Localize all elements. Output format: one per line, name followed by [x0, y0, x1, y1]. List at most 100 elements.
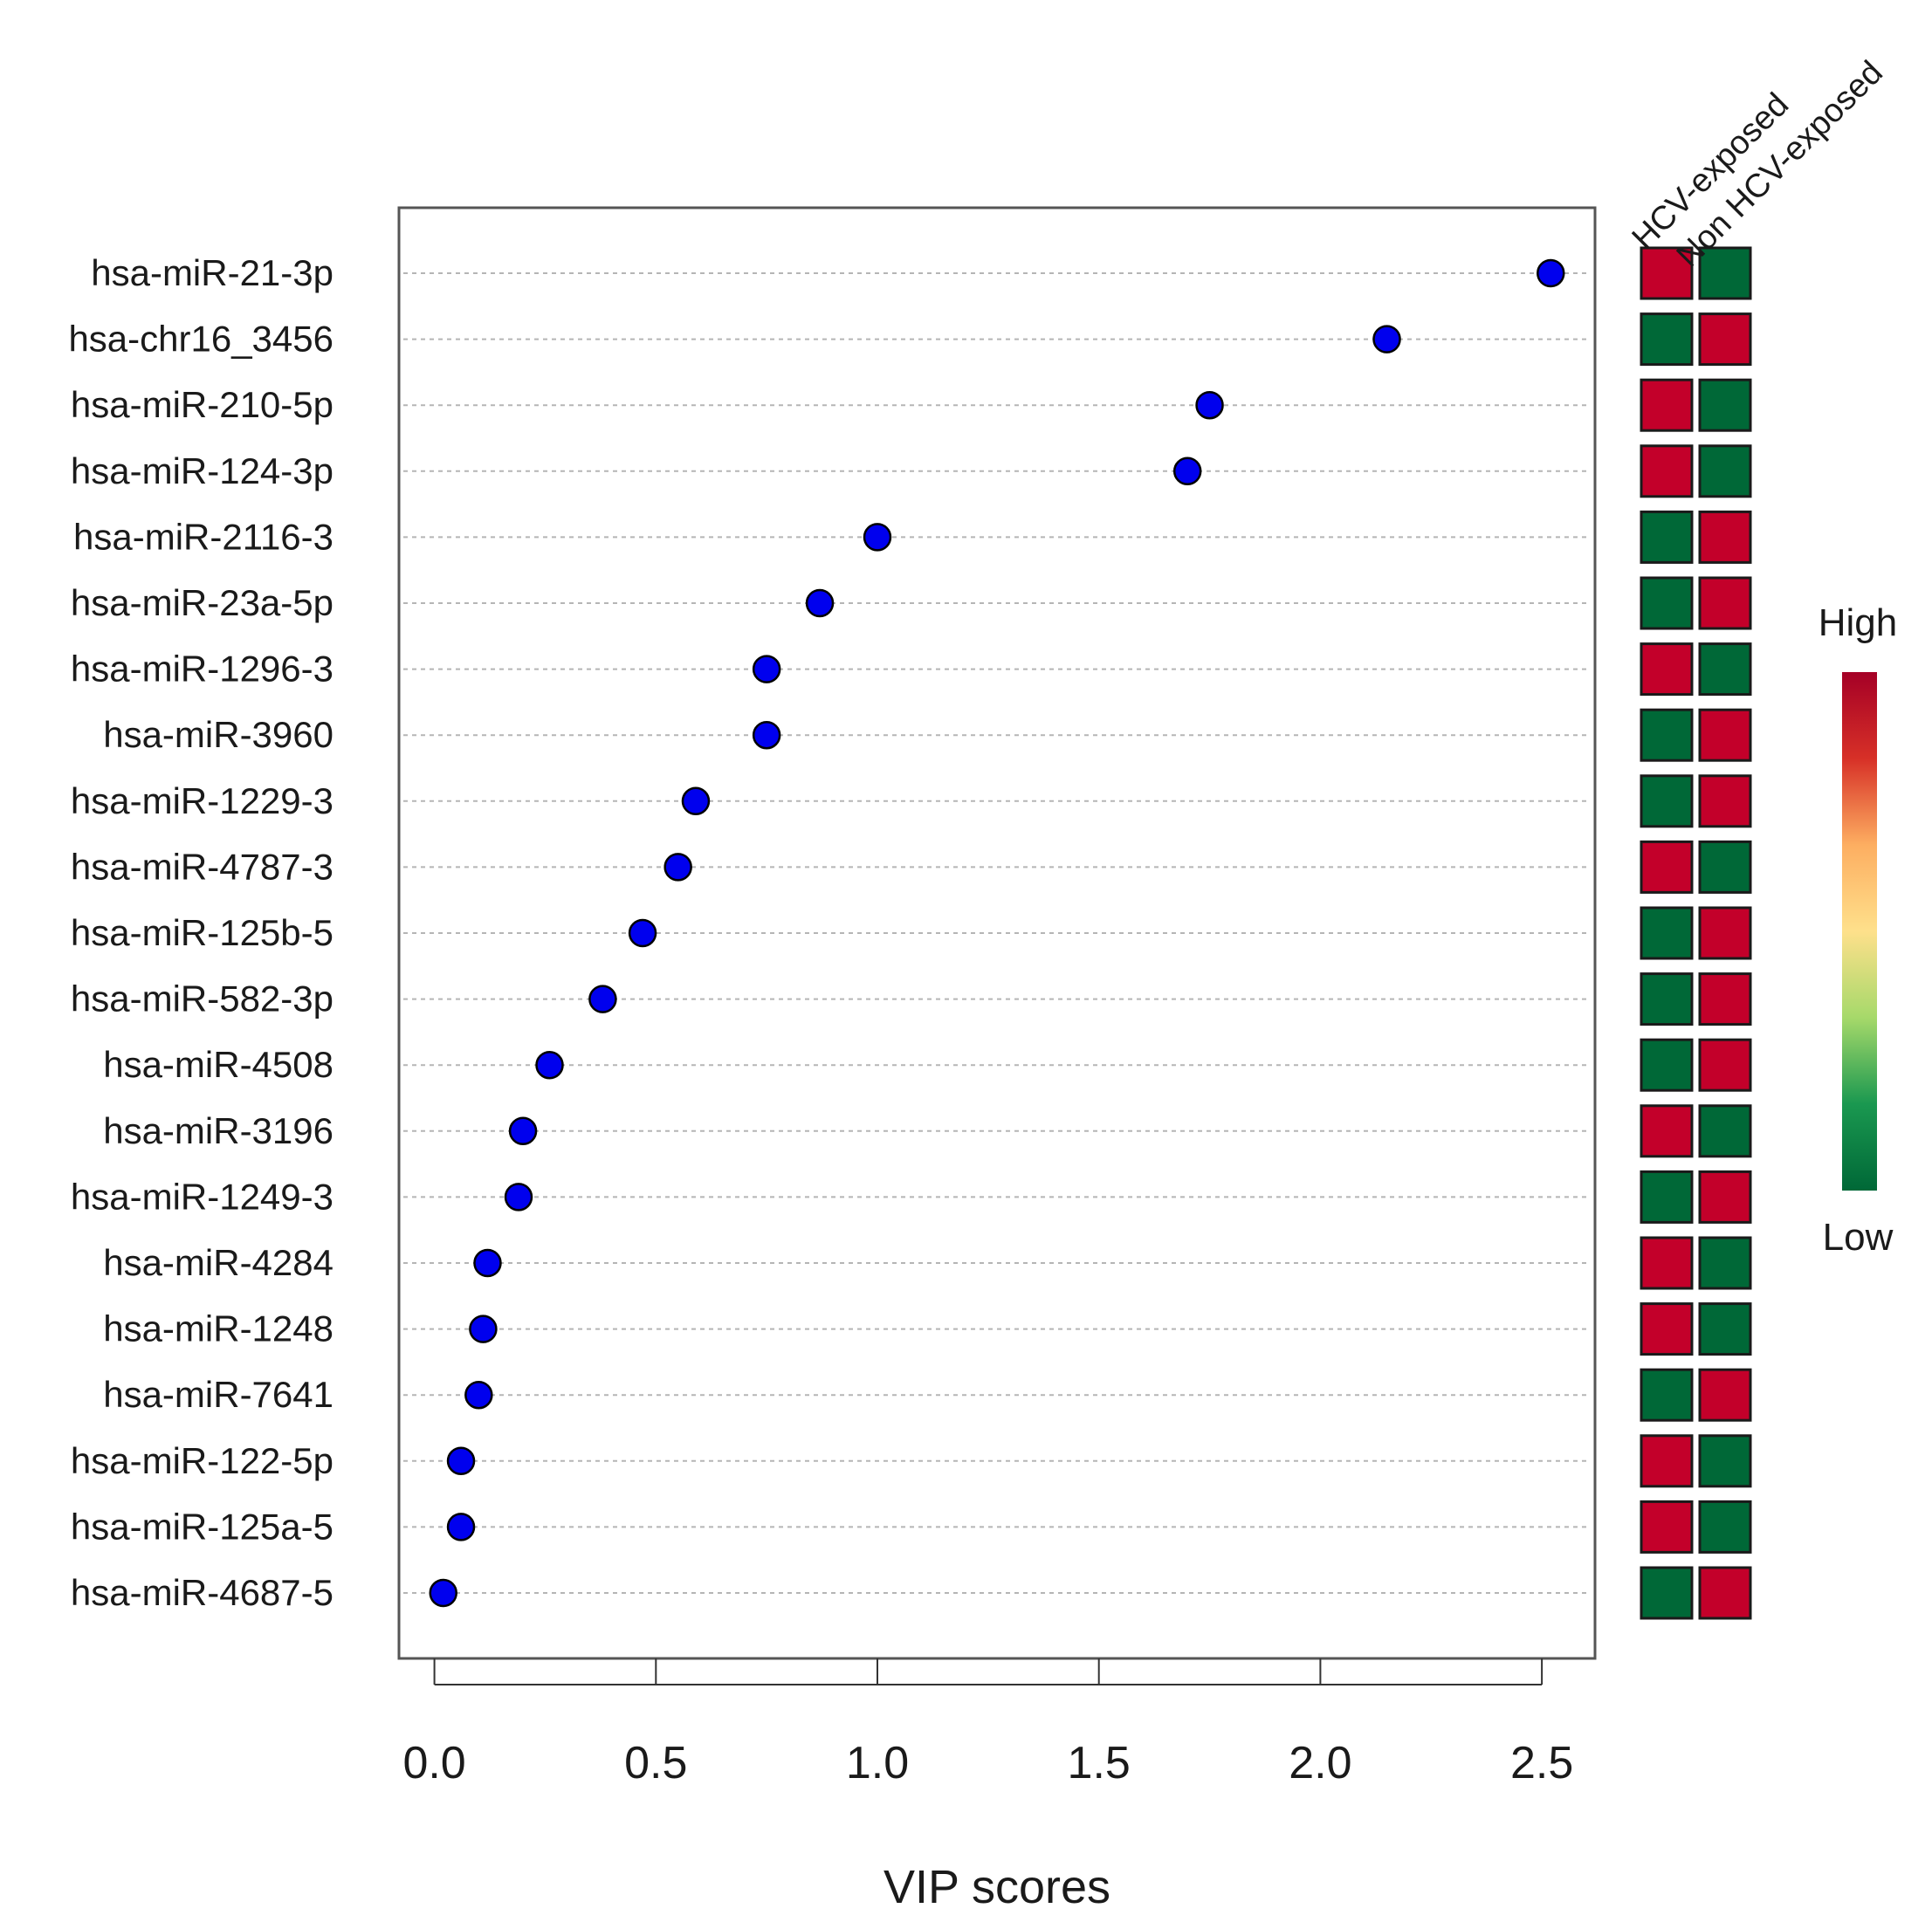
row-label: hsa-miR-122-5p — [71, 1440, 333, 1481]
vip-point — [752, 720, 781, 750]
heatmap-cell — [1698, 906, 1752, 960]
heatmap-cell — [1640, 246, 1694, 300]
heatmap-cell — [1698, 774, 1752, 828]
heatmap-cell — [1698, 1104, 1752, 1158]
row-label: hsa-miR-124-3p — [71, 450, 333, 491]
heatmap-cell — [1640, 444, 1694, 498]
heatmap-cell — [1698, 312, 1752, 367]
row-label: hsa-miR-7641 — [103, 1374, 333, 1415]
heatmap-cell — [1640, 1500, 1694, 1554]
heatmap-cell — [1698, 378, 1752, 432]
heatmap-cell — [1698, 444, 1752, 498]
vip-point — [1537, 258, 1565, 288]
vip-point — [504, 1183, 533, 1212]
vip-point — [1172, 457, 1202, 486]
row-label: hsa-miR-210-5p — [71, 384, 333, 425]
x-axis: 0.0 0.5 1.0 1.5 2.0 2.5 — [402, 1658, 1573, 1788]
vip-point — [464, 1380, 493, 1410]
heatmap-cell — [1640, 708, 1694, 762]
vip-point — [1195, 390, 1224, 420]
vip-point — [681, 786, 711, 816]
vip-point — [805, 588, 835, 618]
row-label: hsa-miR-2116-3 — [73, 516, 333, 557]
heatmap-cell — [1698, 246, 1752, 300]
heatmap-cell — [1640, 1170, 1694, 1224]
heatmap-cell — [1640, 972, 1694, 1026]
vip-point — [446, 1446, 476, 1476]
heatmap-cell — [1698, 642, 1752, 697]
row-label: hsa-miR-1248 — [103, 1308, 333, 1349]
vip-point — [1372, 325, 1401, 354]
vip-point — [588, 985, 617, 1013]
heatmap-cell — [1640, 1566, 1694, 1620]
row-label: hsa-chr16_3456 — [68, 319, 333, 360]
heatmap-cell — [1640, 642, 1694, 697]
x-tick-label: 0.0 — [402, 1738, 465, 1788]
heatmap-cell — [1640, 1302, 1694, 1356]
vip-point — [446, 1513, 476, 1541]
vip-point — [429, 1578, 457, 1608]
heatmap-cell — [1640, 1368, 1694, 1422]
row-label: hsa-miR-125b-5 — [71, 912, 333, 953]
row-label: hsa-miR-3960 — [103, 714, 333, 755]
heatmap-cell — [1698, 1302, 1752, 1356]
row-label: hsa-miR-21-3p — [91, 252, 333, 293]
heatmap-cell — [1640, 576, 1694, 630]
legend-high-label: High — [1819, 601, 1898, 644]
row-label: hsa-miR-3196 — [103, 1110, 333, 1151]
row-label: hsa-miR-1296-3 — [71, 649, 333, 690]
row-label: hsa-miR-582-3p — [71, 978, 333, 1019]
vip-point — [752, 655, 781, 683]
x-axis-title: VIP scores — [883, 1861, 1110, 1913]
x-tick-label: 2.5 — [1510, 1738, 1573, 1788]
vip-point — [663, 853, 692, 882]
x-tick-label: 2.0 — [1289, 1738, 1351, 1788]
heatmap-cell — [1640, 1236, 1694, 1290]
heatmap-cell — [1698, 708, 1752, 762]
color-scale-bar — [1842, 672, 1877, 1191]
vip-point — [469, 1315, 498, 1343]
x-tick-label: 1.0 — [846, 1738, 909, 1788]
heatmap-cell — [1698, 1368, 1752, 1422]
heatmap-cell — [1640, 1104, 1694, 1158]
heatmap-cell — [1698, 576, 1752, 630]
x-tick-label: 1.5 — [1068, 1738, 1131, 1788]
heatmap-cell — [1698, 1170, 1752, 1224]
heatmap-cell — [1640, 774, 1694, 828]
vip-point — [508, 1116, 538, 1146]
row-label: hsa-miR-23a-5p — [71, 582, 333, 623]
vip-point — [628, 918, 657, 948]
row-label: hsa-miR-1249-3 — [71, 1176, 333, 1217]
heatmap-cell — [1640, 378, 1694, 432]
vip-points — [429, 258, 1565, 1608]
row-label: hsa-miR-4508 — [103, 1044, 333, 1085]
vip-point — [473, 1248, 502, 1278]
heatmap-cell — [1698, 1236, 1752, 1290]
row-label: hsa-miR-1229-3 — [71, 780, 333, 821]
grid-lines — [403, 272, 1591, 1594]
heatmap-cell — [1698, 1434, 1752, 1488]
row-labels: hsa-miR-21-3p hsa-chr16_3456 hsa-miR-210-5… — [68, 252, 333, 1613]
heatmap-cell — [1698, 972, 1752, 1026]
row-label: hsa-miR-125a-5 — [71, 1506, 333, 1547]
heatmap-cell — [1640, 1038, 1694, 1092]
x-tick-label: 0.5 — [624, 1738, 687, 1788]
vip-point — [535, 1050, 564, 1080]
heatmap-cell — [1698, 1038, 1752, 1092]
heatmap-cell — [1698, 840, 1752, 894]
row-label: hsa-miR-4284 — [103, 1242, 333, 1283]
row-label: hsa-miR-4687-5 — [71, 1572, 333, 1613]
legend-low-label: Low — [1823, 1216, 1894, 1259]
heatmap-cell — [1698, 1566, 1752, 1620]
plot-frame — [397, 206, 1597, 1660]
heatmap-cell — [1640, 906, 1694, 960]
group-heatmap — [1640, 246, 1752, 1620]
row-label: hsa-miR-4787-3 — [71, 846, 333, 887]
heatmap-cell — [1640, 1434, 1694, 1488]
heatmap-cell — [1640, 312, 1694, 367]
heatmap-cell — [1640, 840, 1694, 894]
heatmap-cell — [1698, 510, 1752, 564]
vip-point — [863, 523, 892, 552]
heatmap-cell — [1640, 510, 1694, 564]
